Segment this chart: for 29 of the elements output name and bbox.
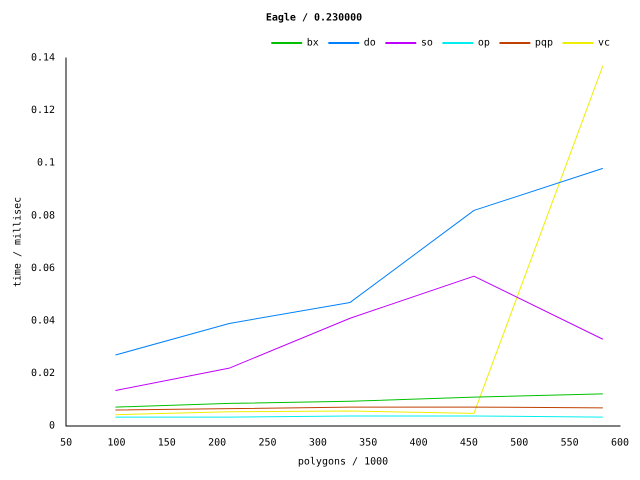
x-tick-label: 150 [158, 438, 176, 449]
x-tick-label: 300 [308, 438, 327, 449]
x-tick-label: 400 [410, 438, 428, 449]
y-tick-label: 0.04 [30, 315, 56, 326]
legend-label: do [364, 38, 376, 49]
y-tick-label: 0.1 [37, 158, 56, 169]
y-tick-label: 0.02 [30, 368, 56, 380]
legend-label: op [478, 38, 490, 49]
x-tick-label: 250 [258, 438, 277, 449]
x-tick-label: 50 [60, 438, 72, 449]
x-tick-label: 550 [560, 438, 579, 449]
x-tick-label: 350 [359, 438, 378, 449]
x-tick-label: 600 [610, 438, 629, 449]
legend-label: bx [306, 38, 319, 49]
x-tick-label: 100 [107, 438, 126, 449]
y-tick-label: 0.12 [30, 105, 56, 116]
y-tick-label: 0.08 [30, 210, 56, 222]
x-tick-label: 200 [208, 438, 226, 449]
y-tick-label: 0.14 [30, 52, 56, 64]
x-tick-label: 500 [510, 438, 528, 449]
y-tick-label: 0 [49, 420, 56, 432]
y-tick-label: 0.06 [30, 262, 56, 274]
legend-label: so [420, 38, 433, 49]
x-axis-title: polygons / 1000 [298, 456, 388, 468]
x-tick-label: 450 [460, 438, 478, 449]
legend-label: vc [598, 38, 610, 49]
legend-label: pqp [534, 38, 553, 49]
y-axis-title: time / millisec [12, 196, 24, 288]
chart-title: Eagle / 0.230000 [266, 12, 362, 24]
